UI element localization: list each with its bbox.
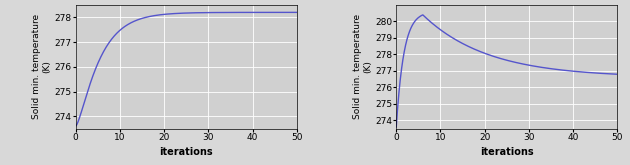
Y-axis label: Solid min. temperature
(K): Solid min. temperature (K) [353,14,372,119]
X-axis label: iterations: iterations [159,147,213,157]
X-axis label: iterations: iterations [480,147,534,157]
Y-axis label: Solid min. temperature
(K): Solid min. temperature (K) [32,14,52,119]
